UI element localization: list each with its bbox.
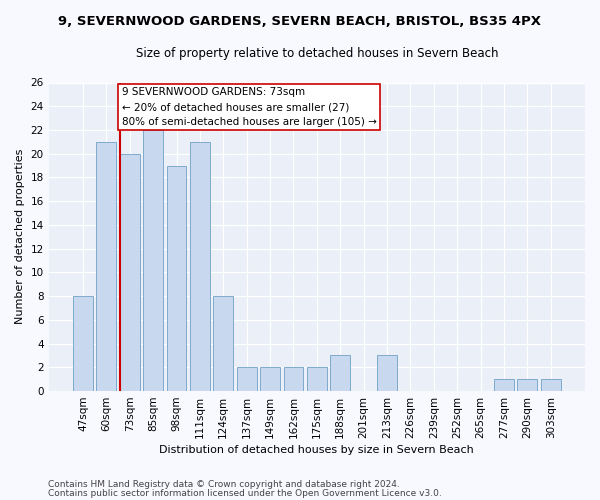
Y-axis label: Number of detached properties: Number of detached properties: [15, 149, 25, 324]
Bar: [214, 296, 233, 391]
Bar: [517, 379, 537, 391]
Text: 9, SEVERNWOOD GARDENS, SEVERN BEACH, BRISTOL, BS35 4PX: 9, SEVERNWOOD GARDENS, SEVERN BEACH, BRI…: [59, 15, 542, 28]
Bar: [260, 368, 280, 391]
Bar: [97, 142, 116, 391]
Bar: [541, 379, 560, 391]
Title: Size of property relative to detached houses in Severn Beach: Size of property relative to detached ho…: [136, 48, 498, 60]
Bar: [73, 296, 93, 391]
X-axis label: Distribution of detached houses by size in Severn Beach: Distribution of detached houses by size …: [160, 445, 474, 455]
Text: Contains HM Land Registry data © Crown copyright and database right 2024.: Contains HM Land Registry data © Crown c…: [48, 480, 400, 489]
Bar: [237, 368, 257, 391]
Bar: [190, 142, 210, 391]
Bar: [307, 368, 327, 391]
Bar: [120, 154, 140, 391]
Bar: [377, 356, 397, 391]
Text: 9 SEVERNWOOD GARDENS: 73sqm
← 20% of detached houses are smaller (27)
80% of sem: 9 SEVERNWOOD GARDENS: 73sqm ← 20% of det…: [122, 87, 376, 127]
Text: Contains public sector information licensed under the Open Government Licence v3: Contains public sector information licen…: [48, 489, 442, 498]
Bar: [143, 130, 163, 391]
Bar: [284, 368, 304, 391]
Bar: [330, 356, 350, 391]
Bar: [494, 379, 514, 391]
Bar: [167, 166, 187, 391]
